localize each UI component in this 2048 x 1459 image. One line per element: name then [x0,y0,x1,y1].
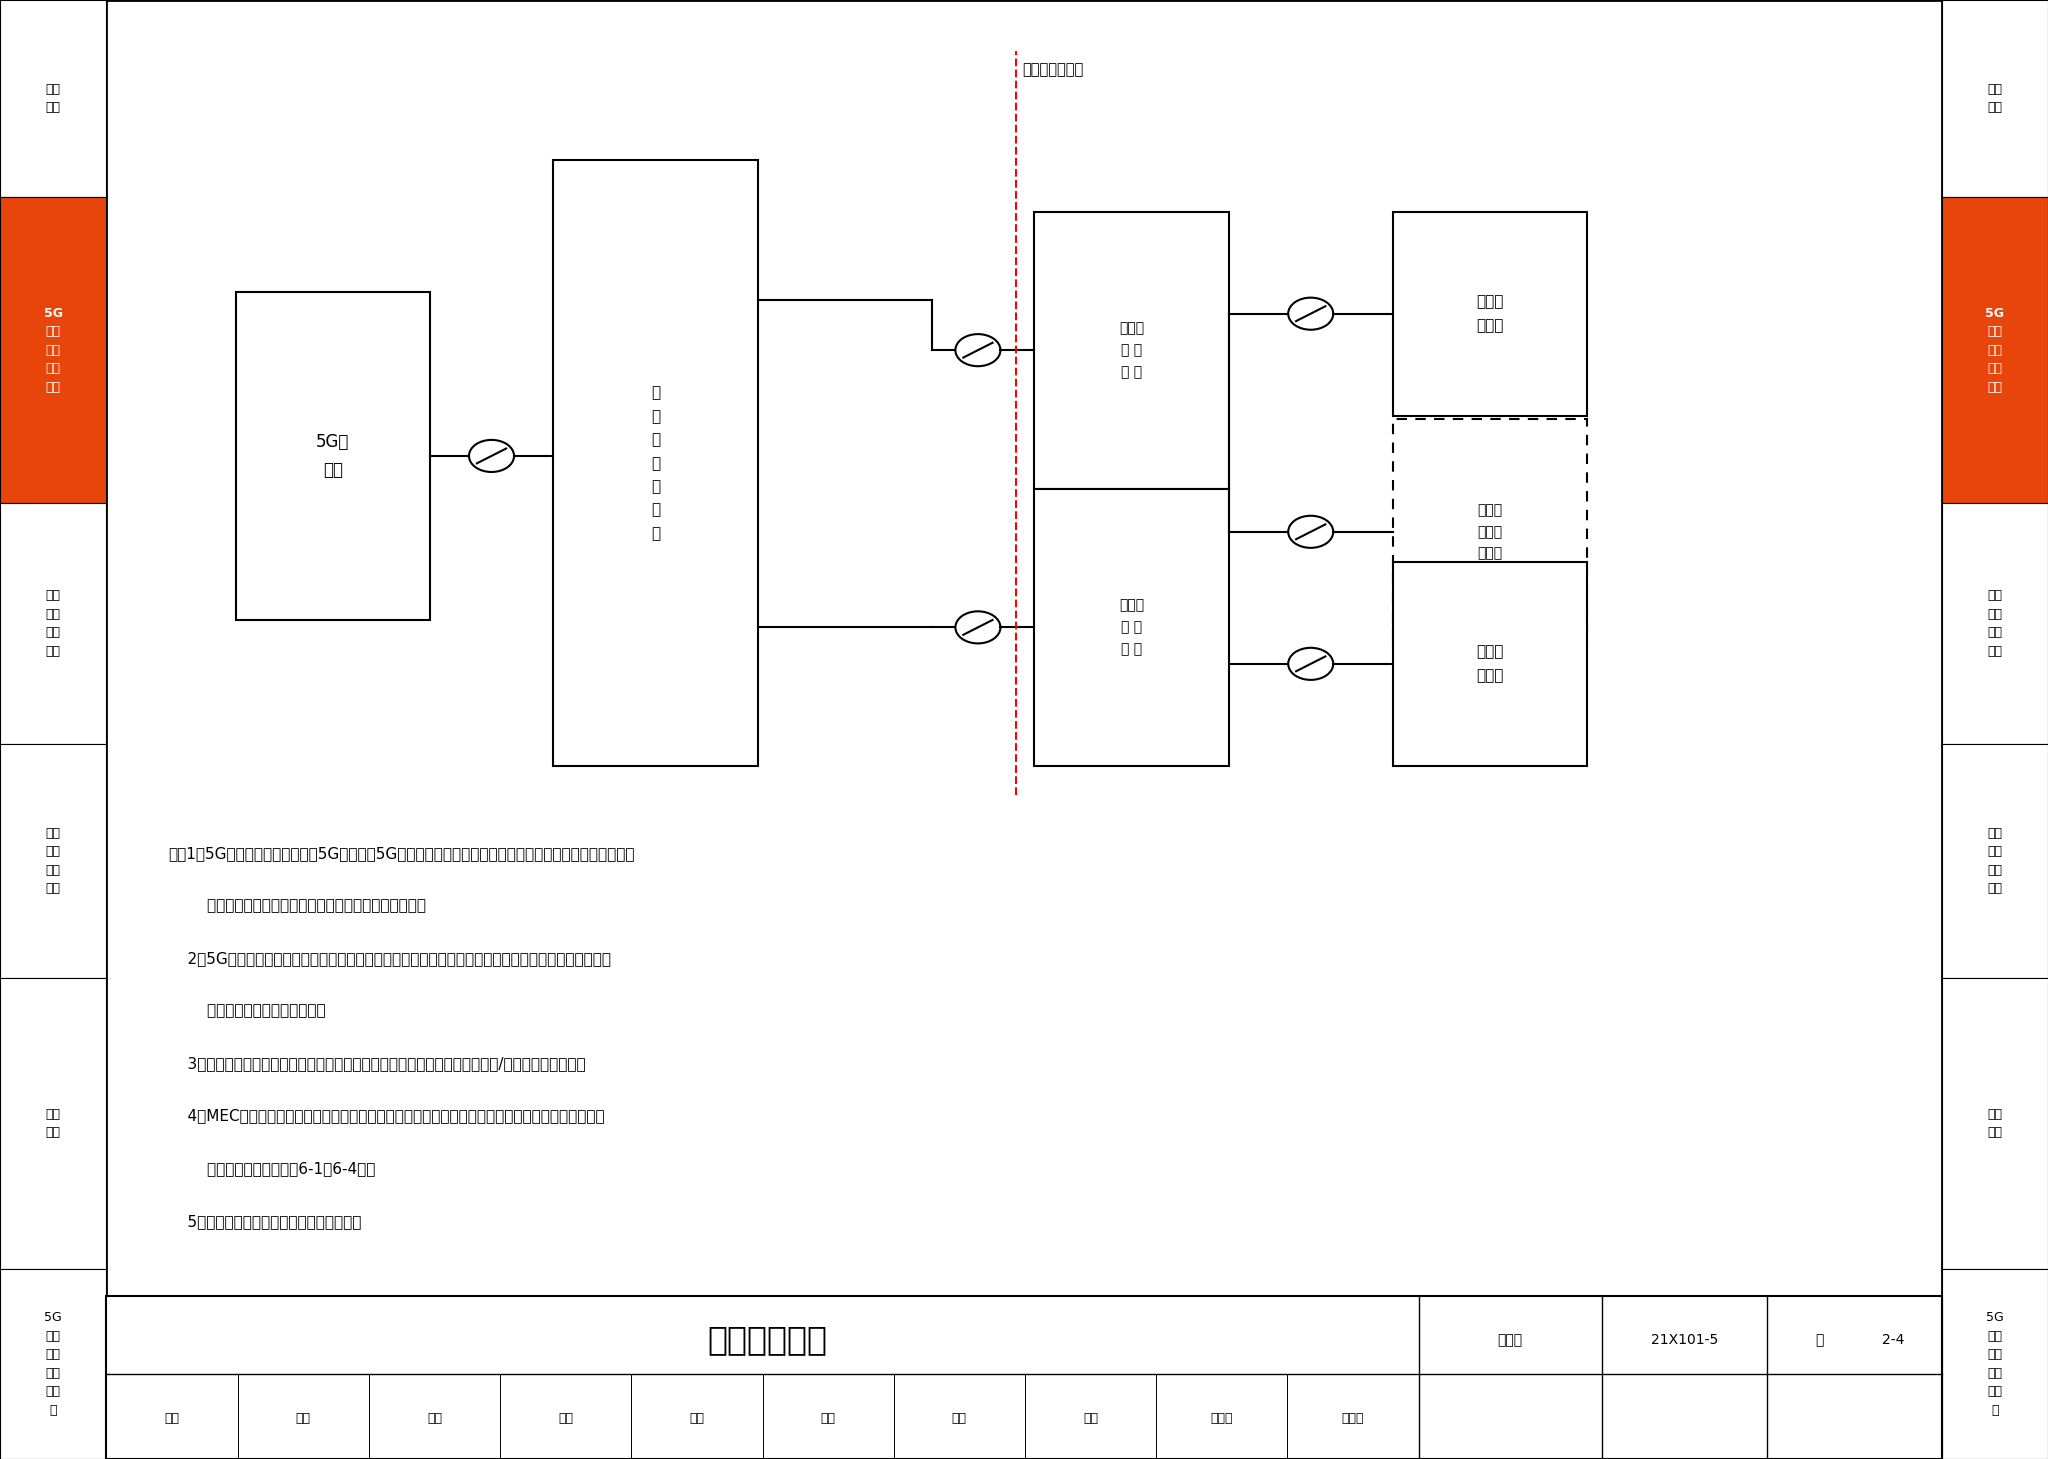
Text: 网络总体架构: 网络总体架构 [707,1323,827,1357]
Bar [1942,1269,2048,1459]
Bar [1393,212,1587,416]
Text: 设建
施筑
设配
计套: 设建 施筑 设配 计套 [1987,589,2003,658]
Bar [0,978,106,1269]
Bar [1034,489,1229,766]
Text: 建筑用地红线内: 建筑用地红线内 [1022,63,1083,77]
Text: 示工
例程: 示工 例程 [45,1107,61,1139]
Text: 5G
边网
缘络
计多
算接
入: 5G 边网 缘络 计多 算接 入 [45,1312,61,1417]
Text: 封铎: 封铎 [690,1412,705,1424]
Text: 21X101-5: 21X101-5 [1651,1332,1718,1347]
Text: 5G
网络
覆盖
系统
设计: 5G 网络 覆盖 系统 设计 [1985,306,2005,394]
Bar [1393,562,1587,766]
Text: 王衍彬: 王衍彬 [1210,1412,1233,1424]
Text: 室外覆
盖系统: 室外覆 盖系统 [1477,645,1503,683]
Bar [1942,197,2048,503]
Text: 核
心
层
传
输
系
统: 核 心 层 传 输 系 统 [651,385,659,541]
Text: 盖系统、室外覆盖系统、多接入边缘计算系统等部分。: 盖系统、室外覆盖系统、多接入边缘计算系统等部分。 [168,899,426,913]
Text: 4．MEC系统是一种运用在移动通信系统的边缘节点，并承担大量计算任务的设备单元，可根据项目: 4．MEC系统是一种运用在移动通信系统的边缘节点，并承担大量计算任务的设备单元，… [168,1109,604,1123]
Text: 王钰峰: 王钰峰 [1341,1412,1364,1424]
Text: 校对: 校对 [559,1412,573,1424]
Text: 设建
施筑
设配
计套: 设建 施筑 设配 计套 [45,589,61,658]
Bar [1942,978,2048,1269]
Text: 2．5G核心网处理整个网络的数据、信令和用户信息；核心层传输系统负责连接功能子模块的光纤、光: 2．5G核心网处理整个网络的数据、信令和用户信息；核心层传输系统负责连接功能子模… [168,951,610,966]
Text: 页: 页 [1815,1332,1823,1347]
Bar [1034,212,1229,489]
Bar [1942,0,2048,197]
Text: 需要选配，详见本图集6-1～6-4页。: 需要选配，详见本图集6-1～6-4页。 [168,1161,375,1176]
Text: 王韬: 王韬 [295,1412,311,1424]
Text: 5G
网络
覆盖
系统
设计: 5G 网络 覆盖 系统 设计 [43,306,63,394]
Text: 3．接入层传输设备是传输系统的一部分，可安装在建筑用地红线内的室内和/或室外通信机柜内。: 3．接入层传输设备是传输系统的一部分，可安装在建筑用地红线内的室内和/或室外通信… [168,1056,586,1071]
Text: 纤配线架以及光端通信设备。: 纤配线架以及光端通信设备。 [168,1004,326,1018]
Text: 室内覆
盖系统: 室内覆 盖系统 [1477,295,1503,333]
Text: 接入层
传 输
设 备: 接入层 传 输 设 备 [1118,321,1145,379]
Text: 设建
施筑
施配
工套: 设建 施筑 施配 工套 [1987,827,2003,894]
Text: 多接入
边缘计
算系统: 多接入 边缘计 算系统 [1477,503,1503,560]
Text: 绘制: 绘制 [821,1412,836,1424]
Text: 接入层
传 输
设 备: 接入层 传 输 设 备 [1118,598,1145,657]
Bar [553,160,758,766]
Text: 注：1．5G网络总体架构主要包含5G核心网、5G传输系统（含核心层传输系统和接入层传输设备）、室内覆: 注：1．5G网络总体架构主要包含5G核心网、5G传输系统（含核心层传输系统和接入… [168,846,635,861]
Text: 设建
施筑
施配
工套: 设建 施筑 施配 工套 [45,827,61,894]
Bar [0,1269,106,1459]
Text: 设计: 设计 [1083,1412,1098,1424]
Text: 5G
边网
缘络
计多
算接
入: 5G 边网 缘络 计多 算接 入 [1987,1312,2003,1417]
Text: 图集号: 图集号 [1497,1332,1524,1347]
Bar [1393,419,1587,645]
Text: 符术
号语: 符术 号语 [45,83,61,114]
Text: 2-4: 2-4 [1882,1332,1905,1347]
Text: 刘铮: 刘铮 [952,1412,967,1424]
Bar [0,503,106,744]
Bar [1942,744,2048,978]
Bar [0,744,106,978]
Bar [0,197,106,503]
Text: 5G核
心网: 5G核 心网 [315,433,350,479]
Text: 5．本系统图以单一电信业务经营者为例。: 5．本系统图以单一电信业务经营者为例。 [168,1214,360,1228]
Bar [106,1296,1942,1459]
Text: 王杨: 王杨 [426,1412,442,1424]
Bar [1942,503,2048,744]
Text: 符术
号语: 符术 号语 [1987,83,2003,114]
Bar [106,0,1942,1296]
Bar [0,0,106,197]
Text: 示工
例程: 示工 例程 [1987,1107,2003,1139]
Bar [236,292,430,620]
Text: 审核: 审核 [164,1412,180,1424]
